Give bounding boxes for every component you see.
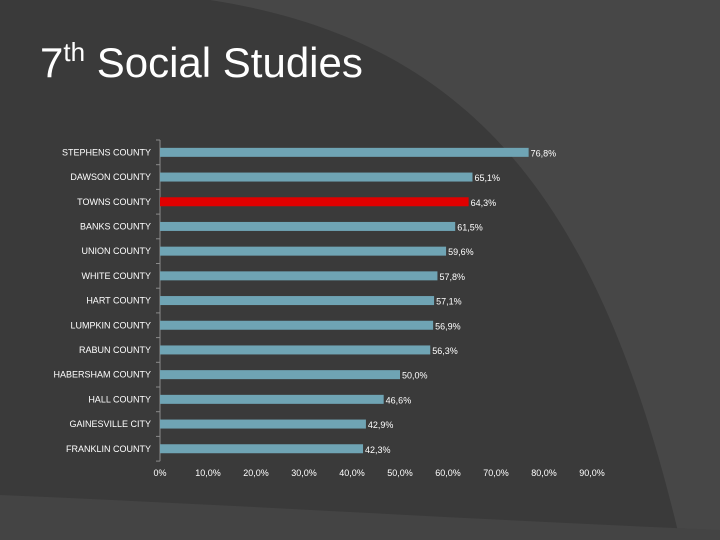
x-tick-label: 0% — [153, 468, 166, 478]
x-tick-label: 60,0% — [435, 468, 461, 478]
data-label: 61,5% — [457, 222, 483, 232]
bar — [160, 394, 384, 404]
background-sweep-shape — [210, 0, 720, 540]
data-label: 56,3% — [432, 346, 458, 356]
category-label: HART COUNTY — [86, 296, 151, 306]
bar — [160, 370, 400, 380]
bar — [160, 221, 456, 231]
bar — [160, 419, 366, 429]
slide-title: 7th Social Studies — [40, 39, 363, 86]
bar-highlighted — [160, 197, 469, 207]
category-label: DAWSON COUNTY — [70, 172, 151, 182]
bar — [160, 271, 438, 281]
category-label: LUMPKIN COUNTY — [70, 320, 151, 330]
bar — [160, 444, 364, 454]
x-tick-label: 10,0% — [195, 468, 221, 478]
bar — [160, 147, 529, 157]
bar — [160, 345, 431, 355]
category-label: GAINESVILLE CITY — [69, 419, 151, 429]
slide-title-number: 7 — [40, 39, 64, 86]
x-tick-label: 90,0% — [579, 468, 605, 478]
data-label: 50,0% — [402, 371, 428, 381]
data-label: 42,3% — [365, 445, 391, 455]
data-label: 59,6% — [448, 247, 474, 257]
category-label: TOWNS COUNTY — [77, 197, 151, 207]
bar — [160, 296, 435, 306]
category-label: UNION COUNTY — [82, 246, 152, 256]
data-label: 57,1% — [436, 297, 462, 307]
slide-title-superscript: th — [63, 37, 86, 67]
bar — [160, 172, 473, 182]
bar — [160, 246, 447, 256]
data-label: 56,9% — [435, 321, 461, 331]
category-label: HALL COUNTY — [88, 394, 151, 404]
slide-title-text: Social Studies — [85, 39, 363, 86]
category-label: BANKS COUNTY — [80, 221, 151, 231]
x-tick-label: 20,0% — [243, 468, 269, 478]
x-tick-label: 50,0% — [387, 468, 413, 478]
category-label: RABUN COUNTY — [79, 345, 151, 355]
data-label: 46,6% — [386, 395, 412, 405]
category-label: STEPHENS COUNTY — [62, 147, 151, 157]
x-tick-label: 80,0% — [531, 468, 557, 478]
category-label: HABERSHAM COUNTY — [53, 370, 151, 380]
category-label: WHITE COUNTY — [82, 271, 152, 281]
data-label: 65,1% — [474, 173, 500, 183]
data-label: 42,9% — [368, 420, 394, 430]
data-label: 64,3% — [471, 198, 497, 208]
x-tick-label: 40,0% — [339, 468, 365, 478]
data-label: 76,8% — [531, 148, 557, 158]
category-label: FRANKLIN COUNTY — [66, 444, 151, 454]
background-floor-shape — [0, 495, 720, 540]
bar — [160, 320, 434, 330]
data-label: 57,8% — [439, 272, 465, 282]
x-tick-label: 70,0% — [483, 468, 509, 478]
x-tick-label: 30,0% — [291, 468, 317, 478]
